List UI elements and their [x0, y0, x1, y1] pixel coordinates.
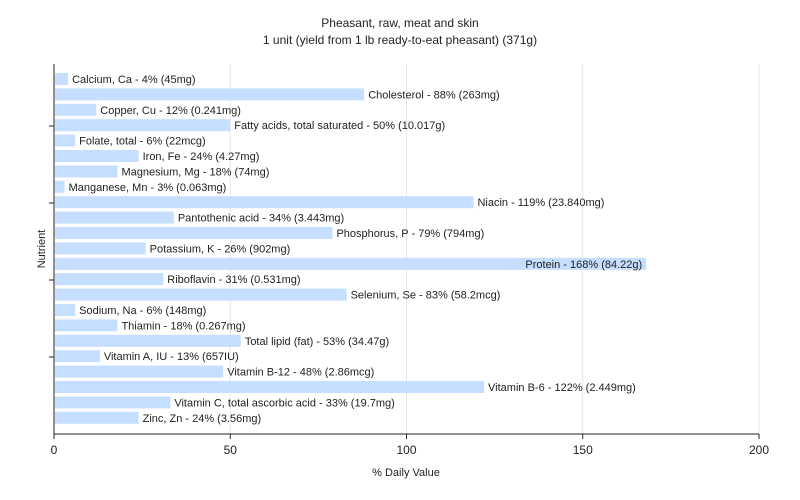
bar-label: Magnesium, Mg - 18% (74mg): [121, 166, 269, 178]
bar: [55, 365, 224, 378]
bar: [55, 334, 241, 347]
bar-label: Cholesterol - 88% (263mg): [368, 89, 499, 101]
x-tick-label: 200: [749, 443, 769, 457]
bar: [55, 396, 171, 409]
bar-label: Copper, Cu - 12% (0.241mg): [100, 105, 241, 117]
bar-label: Thiamin - 18% (0.267mg): [121, 320, 245, 332]
bar-label: Iron, Fe - 24% (4.27mg): [143, 151, 260, 163]
bar-label: Vitamin B-6 - 122% (2.449mg): [488, 382, 636, 394]
bar: [55, 180, 65, 193]
bar-label: Zinc, Zn - 24% (3.56mg): [143, 413, 262, 425]
bar: [55, 196, 474, 209]
bar: [55, 211, 174, 224]
bar-label: Protein - 168% (84.22g): [525, 259, 642, 271]
bar: [55, 119, 231, 132]
bar: [55, 103, 97, 116]
bar-label: Calcium, Ca - 4% (45mg): [72, 74, 195, 86]
bar-label: Manganese, Mn - 3% (0.063mg): [69, 182, 227, 194]
bar: [55, 411, 139, 424]
bar-label: Sodium, Na - 6% (148mg): [79, 305, 206, 317]
bar: [55, 319, 118, 332]
y-axis-label: Nutrient: [36, 230, 48, 269]
bar-label: Vitamin C, total ascorbic acid - 33% (19…: [174, 397, 395, 409]
grid-lines: [229, 64, 760, 434]
bar: [55, 73, 69, 85]
axes: [49, 64, 760, 439]
bar-labels: Calcium, Ca - 4% (45mg) Cholesterol - 88%…: [69, 74, 643, 425]
chart-subtitle: 1 unit (yield from 1 lb ready-to-eat phe…: [263, 33, 537, 47]
bar: [55, 350, 100, 363]
bar: [55, 288, 347, 301]
chart-title: Pheasant, raw, meat and skin: [321, 16, 478, 30]
bar-label: Folate, total - 6% (22mcg): [79, 136, 206, 148]
x-tick-label: 0: [51, 443, 58, 457]
bar: [55, 150, 139, 162]
x-axis-label: % Daily Value: [372, 467, 440, 479]
bar: [55, 227, 333, 239]
bars: [55, 73, 647, 424]
x-tick-label: 100: [396, 443, 416, 457]
bar-label: Fatty acids, total saturated - 50% (10.0…: [234, 120, 445, 132]
x-tick-label: 50: [224, 443, 238, 457]
bar: [55, 304, 76, 316]
bar: [55, 165, 118, 178]
bar-label: Total lipid (fat) - 53% (34.47g): [245, 336, 389, 348]
bar-label: Phosphorus, P - 79% (794mg): [336, 228, 484, 240]
x-tick-labels: 0 50 100 150 200: [51, 443, 770, 457]
bar-label: Potassium, K - 26% (902mg): [150, 243, 291, 255]
bar-label: Selenium, Se - 83% (58.2mcg): [351, 290, 501, 302]
bar: [55, 257, 647, 270]
bar: [55, 88, 365, 101]
x-tick-label: 150: [573, 443, 593, 457]
bar: [55, 134, 76, 147]
bar: [55, 242, 146, 255]
bar-label: Pantothenic acid - 34% (3.443mg): [178, 213, 344, 225]
bar-label: Riboflavin - 31% (0.531mg): [167, 274, 300, 286]
bar-label: Vitamin A, IU - 13% (657IU): [104, 351, 239, 363]
bar: [55, 273, 164, 286]
bar-label: Niacin - 119% (23.840mg): [477, 197, 604, 209]
bar: [55, 381, 485, 393]
bar-label: Vitamin B-12 - 48% (2.86mcg): [227, 367, 374, 379]
